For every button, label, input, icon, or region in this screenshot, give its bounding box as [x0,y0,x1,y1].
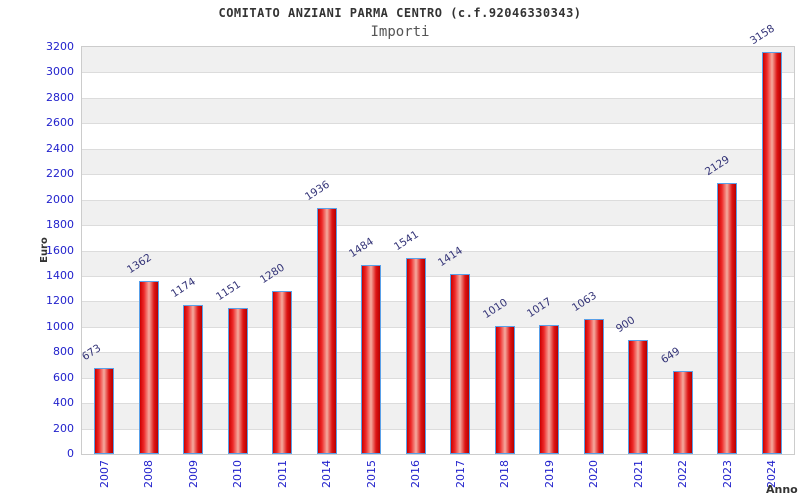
x-tick-label-2021: 2021 [631,460,645,488]
x-tick-label-2018: 2018 [498,460,512,488]
x-tick-label-2023: 2023 [720,460,734,488]
bar-2008 [138,280,159,454]
y-tick-label: 800 [53,345,74,359]
y-tick-label: 2600 [46,116,74,130]
grid-band [82,97,794,124]
grid-band [82,47,794,73]
x-axis-title: Anno [766,483,798,496]
y-tick-label: 3000 [46,65,74,79]
x-tick-label-2009: 2009 [186,460,200,488]
y-tick-label: 1800 [46,218,74,232]
x-tick-label-2011: 2011 [275,460,289,488]
y-tick-label: 1400 [46,268,74,282]
x-tick-label-2020: 2020 [587,460,601,488]
y-tick-label: 2000 [46,192,74,206]
y-tick-label: 1600 [46,243,74,257]
x-tick-label-2022: 2022 [676,460,690,488]
bar-2014 [316,207,337,454]
grid-band [82,199,794,226]
x-tick-label-2017: 2017 [453,460,467,488]
grid-band [82,148,794,175]
x-tick-label-2007: 2007 [97,460,111,488]
y-tick-label: 2200 [46,167,74,181]
y-tick-label: 600 [53,370,74,384]
grid-band [82,225,794,251]
plot-area: 673 1362 1174 1151 1280 1936 1484 1541 1414 1010 1… [80,23,795,455]
x-tick-label-2015: 2015 [364,460,378,488]
bar-2018 [494,325,515,454]
grid-band [82,72,794,98]
bar-2020 [583,318,604,454]
grid-band [82,275,794,302]
bar-2015 [361,265,382,454]
y-tick-label: 200 [53,421,74,435]
chart-subtitle: Importi [370,24,430,40]
y-tick-label: 2800 [46,90,74,104]
bar-2011 [272,291,293,454]
grid-band [82,123,794,149]
y-tick-label: 2400 [46,141,74,155]
bar-2023 [717,183,738,454]
x-tick-label-2014: 2014 [320,460,334,488]
bar-2009 [183,304,204,454]
bar-2007 [94,368,115,454]
x-tick-label-2010: 2010 [231,460,245,488]
y-tick-label: 400 [53,396,74,410]
chart-title: COMITATO ANZIANI PARMA CENTRO (c.f.92046… [218,6,582,20]
y-tick-label: 1000 [46,319,74,333]
bar-2010 [227,307,248,454]
y-tick-label: 0 [67,447,74,460]
bar-2017 [450,274,471,454]
bar-2022 [672,371,693,454]
y-tick-label: 1200 [46,294,74,308]
x-tick-label-2019: 2019 [542,460,556,488]
bar-2021 [628,339,649,454]
bar-2016 [405,258,426,454]
x-tick-label-2008: 2008 [142,460,156,488]
grid-band [82,250,794,276]
grid-band [82,174,794,200]
bar-2024 [761,52,782,454]
bar-2019 [539,324,560,454]
x-tick-label-2016: 2016 [409,460,423,488]
y-tick-label: 3200 [46,40,74,53]
